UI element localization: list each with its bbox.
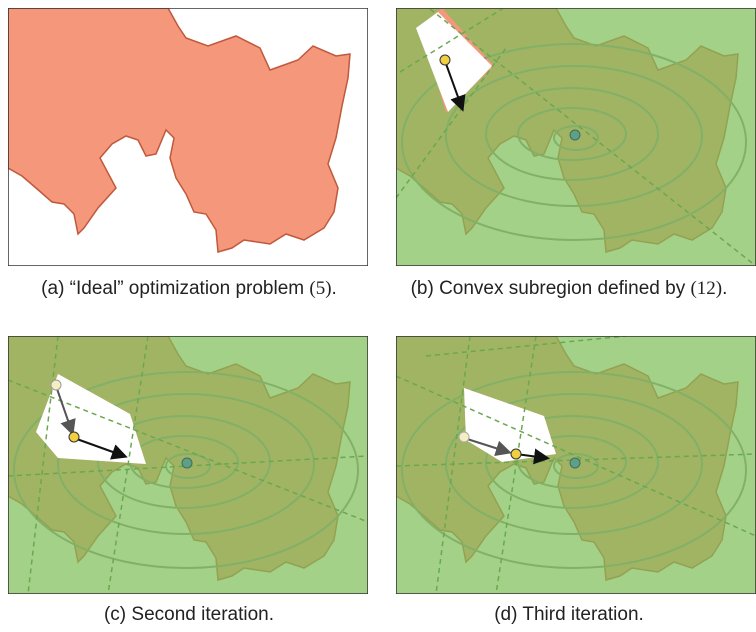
step-arrow: [55, 385, 76, 436]
step-arrow: [73, 437, 128, 460]
caption-a-ref: (5): [309, 278, 332, 299]
caption-b-end: .: [722, 278, 728, 299]
panel-d: [396, 336, 756, 594]
constraint-line: [495, 336, 537, 594]
caption-b-ref: (12): [690, 278, 723, 299]
constraint-line: [107, 336, 149, 594]
iterate-point: [68, 431, 80, 443]
caption-c: (c) Second iteration.: [0, 604, 378, 626]
caption-a: (a) “Ideal” optimization problem (5).: [0, 278, 378, 300]
caption-b: (b) Convex subregion defined by (12).: [380, 278, 756, 300]
feasible-region: [416, 12, 492, 112]
constraint-line: [27, 336, 59, 594]
constraint-line: [396, 375, 756, 537]
caption-a-text: (a) “Ideal” optimization problem: [41, 278, 310, 299]
panel-b: [396, 8, 756, 266]
iterate-point: [439, 54, 451, 66]
constraint-line: [8, 379, 368, 523]
step-arrow: [463, 437, 512, 456]
obstacle-region: [8, 8, 351, 253]
caption-a-end: .: [331, 278, 337, 299]
caption-d-text: (d) Third iteration.: [494, 604, 644, 625]
goal-point: [569, 129, 581, 141]
caption-c-text: (c) Second iteration.: [103, 604, 275, 625]
feasible-region: [36, 374, 146, 464]
panel-c: [8, 336, 368, 594]
caption-d: (d) Third iteration.: [380, 604, 756, 626]
step-arrow: [444, 60, 466, 112]
constraint-line: [396, 47, 507, 199]
previous-point: [50, 379, 62, 391]
caption-b-text: (b) Convex subregion defined by: [410, 278, 691, 299]
previous-point: [458, 431, 470, 443]
goal-point: [181, 457, 193, 469]
constraint-line: [427, 8, 756, 266]
constraint-line: [435, 336, 471, 594]
iterate-point: [510, 448, 522, 460]
feasible-region: [464, 388, 556, 462]
goal-point: [569, 457, 581, 469]
constraint-line: [425, 336, 627, 357]
panel-a: [8, 8, 368, 266]
